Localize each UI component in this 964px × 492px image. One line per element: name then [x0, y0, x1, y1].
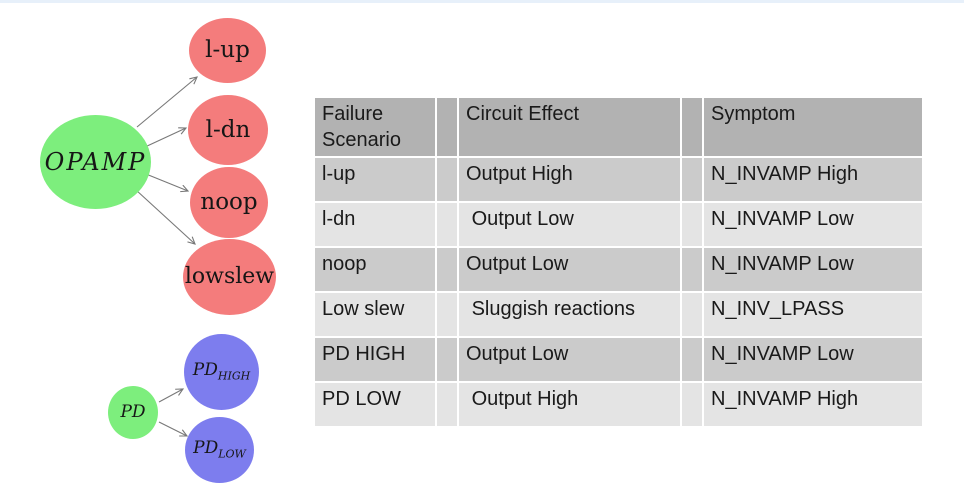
node-pd-low-label: PDLOW — [193, 438, 246, 461]
cell-failure: noop — [315, 248, 435, 291]
edge-group — [135, 76, 198, 437]
node-pd-low: PDLOW — [185, 417, 254, 483]
cell-gap — [682, 338, 702, 381]
cell-effect: Output Low — [459, 338, 680, 381]
cell-gap — [437, 383, 457, 426]
node-l-up: l-up — [189, 18, 266, 83]
cell-failure: l-dn — [315, 203, 435, 246]
edge-opamp-ldn — [144, 127, 188, 148]
node-l-up-label: l-up — [205, 37, 250, 63]
cell-gap — [437, 248, 457, 291]
table-row-noop: noop Output Low N_INVAMP Low — [315, 248, 922, 291]
cell-failure: Low slew — [315, 293, 435, 336]
edge-pd-pdlow — [158, 421, 189, 437]
header-gap-1 — [437, 98, 457, 156]
cell-gap — [682, 158, 702, 201]
cell-gap — [437, 158, 457, 201]
cell-symptom: N_INVAMP Low — [704, 248, 922, 291]
node-pd-high: PDHIGH — [184, 334, 259, 410]
edge-opamp-lowslew — [135, 189, 196, 245]
cell-gap — [437, 203, 457, 246]
edge-opamp-lup — [136, 76, 198, 128]
cell-gap — [437, 338, 457, 381]
cell-effect: Output Low — [459, 248, 680, 291]
cell-effect: Sluggish reactions — [459, 293, 680, 336]
edge-pd-pdhigh — [158, 388, 185, 403]
cell-symptom: N_INVAMP High — [704, 158, 922, 201]
table-row-l-up: l-up Output High N_INVAMP High — [315, 158, 922, 201]
table-row-l-dn: l-dn Output Low N_INVAMP Low — [315, 203, 922, 246]
node-opamp: OPAMP — [40, 115, 151, 209]
node-pd: PD — [108, 386, 158, 439]
table-row-pd-low: PD LOW Output High N_INVAMP High — [315, 383, 922, 426]
cell-gap — [682, 293, 702, 336]
cell-failure: PD LOW — [315, 383, 435, 426]
node-pd-label: PD — [120, 402, 146, 422]
header-failure-scenario: Failure Scenario — [315, 98, 435, 156]
cell-symptom: N_INV_LPASS — [704, 293, 922, 336]
header-symptom: Symptom — [704, 98, 922, 156]
cell-symptom: N_INVAMP High — [704, 383, 922, 426]
cell-effect: Output High — [459, 383, 680, 426]
header-gap-2 — [682, 98, 702, 156]
window-top-border — [0, 0, 964, 3]
node-pd-low-subscript: LOW — [218, 447, 246, 461]
node-lowslew-label: lowslew — [184, 264, 275, 289]
node-lowslew: lowslew — [183, 239, 276, 315]
node-opamp-label: OPAMP — [44, 148, 147, 176]
cell-gap — [682, 203, 702, 246]
cell-effect: Output Low — [459, 203, 680, 246]
cell-gap — [682, 383, 702, 426]
node-noop-label: noop — [200, 189, 258, 215]
node-l-dn-label: l-dn — [205, 116, 251, 143]
table-row-pd-high: PD HIGH Output Low N_INVAMP Low — [315, 338, 922, 381]
cell-effect: Output High — [459, 158, 680, 201]
node-pd-high-subscript: HIGH — [217, 369, 251, 383]
cell-symptom: N_INVAMP Low — [704, 203, 922, 246]
node-pd-high-label: PDHIGH — [192, 360, 251, 383]
cell-gap — [437, 293, 457, 336]
node-l-dn: l-dn — [188, 95, 268, 165]
table-row-low-slew: Low slew Sluggish reactions N_INV_LPASS — [315, 293, 922, 336]
node-noop: noop — [190, 167, 268, 238]
cell-failure: l-up — [315, 158, 435, 201]
cell-gap — [682, 248, 702, 291]
edge-opamp-noop — [145, 173, 190, 193]
header-circuit-effect: Circuit Effect — [459, 98, 680, 156]
failure-scenario-table: Failure Scenario Circuit Effect Symptom … — [313, 96, 924, 428]
cell-symptom: N_INVAMP Low — [704, 338, 922, 381]
table-header-row: Failure Scenario Circuit Effect Symptom — [315, 98, 922, 156]
cell-failure: PD HIGH — [315, 338, 435, 381]
